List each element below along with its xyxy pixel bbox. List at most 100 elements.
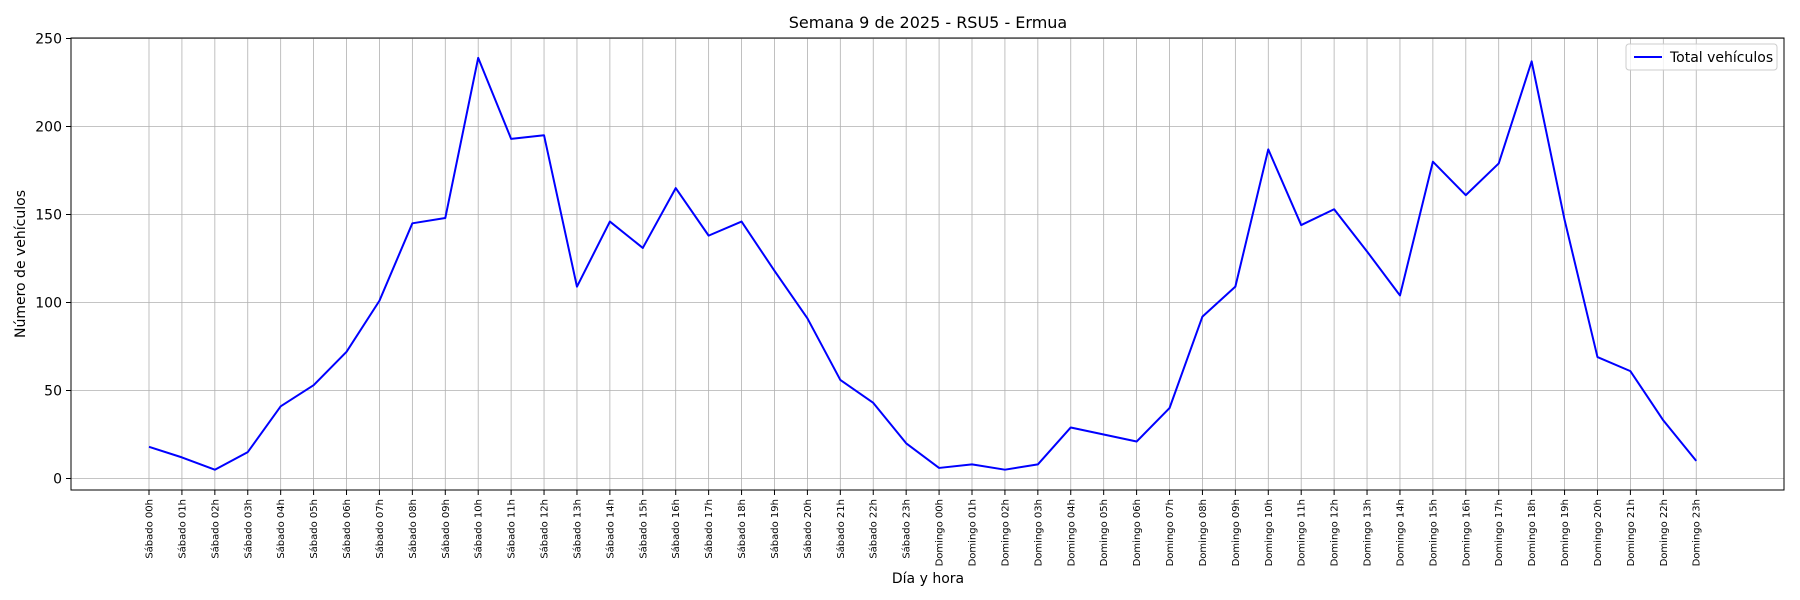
x-tick-label: Sábado 10h [473,499,485,559]
y-tick-label: 200 [35,120,62,136]
x-tick-label: Domingo 16h [1461,499,1472,566]
x-tick-label: Sábado 12h [539,499,551,559]
data-point [740,220,744,224]
y-tick-label: 100 [35,296,62,312]
y-tick-label: 250 [35,32,62,48]
data-point [542,133,546,137]
x-tick-label: Sábado 05h [308,499,320,559]
data-point [575,285,579,289]
y-axis: 0 50 100 150 200 250 [35,32,71,488]
series-layer [147,56,1698,472]
x-axis: Sábado 00h Sábado 01h Sábado 02h Sábado 03h… [144,490,1703,566]
x-tick-label: Sábado 08h [407,499,419,559]
x-tick-label: Domingo 05h [1099,499,1110,566]
x-axis-label: Día y hora [892,571,964,587]
data-point [1299,223,1303,227]
data-point [871,401,875,405]
x-tick-label: Sábado 02h [209,499,221,559]
x-tick-label: Sábado 09h [440,499,452,559]
x-tick-label: Sábado 13h [571,499,583,559]
x-tick-label: Domingo 02h [1000,499,1011,566]
x-tick-label: Domingo 18h [1527,499,1538,566]
x-tick-label: Domingo 09h [1231,499,1242,566]
x-tick-label: Sábado 15h [637,499,649,559]
x-tick-label: Domingo 06h [1132,499,1143,566]
x-tick-label: Sábado 19h [769,499,781,559]
x-tick-label: Sábado 06h [341,499,353,559]
data-point [1102,433,1106,437]
data-point [1069,425,1073,429]
x-tick-label: Domingo 23h [1692,499,1703,566]
data-point [279,404,283,408]
series-line [148,56,1698,471]
x-tick-label: Sábado 01h [176,499,188,559]
data-point [147,445,151,449]
data-point [1497,161,1501,165]
x-tick-label: Sábado 18h [736,499,748,559]
x-tick-label: Domingo 01h [968,499,979,566]
data-point [805,316,809,320]
data-point [1595,355,1599,359]
data-point [674,186,678,190]
data-point [1398,293,1402,297]
x-tick-label: Domingo 04h [1066,499,1077,566]
y-tick-label: 0 [53,472,62,488]
data-point [970,462,974,466]
data-point [1200,315,1204,319]
data-point [377,299,381,303]
y-tick-label: 150 [35,208,62,224]
data-point [1365,249,1369,253]
x-tick-label: Sábado 22h [868,499,880,559]
x-tick-label: Sábado 16h [670,499,682,559]
data-point [476,56,480,60]
x-tick-label: Sábado 11h [506,499,518,559]
x-tick-label: Domingo 13h [1363,499,1374,566]
data-point [312,383,316,387]
x-tick-label: Domingo 14h [1395,499,1406,566]
data-point [772,269,776,273]
data-point [1135,440,1139,444]
data-point [904,441,908,445]
legend: Total vehículos [1625,43,1778,71]
x-tick-label: Sábado 20h [802,499,814,559]
data-point [410,221,414,225]
x-tick-label: Sábado 14h [604,499,616,559]
data-point [608,220,612,224]
data-point [246,450,250,454]
y-axis-label: Número de vehículos [13,190,29,338]
data-point [1036,462,1040,466]
x-tick-label: Domingo 08h [1198,499,1209,566]
plot-frame [70,37,1785,491]
data-point [1003,468,1007,472]
x-tick-label: Domingo 11h [1297,499,1308,566]
data-point [509,137,513,141]
data-point [1431,160,1435,164]
x-tick-label: Domingo 00h [935,499,946,566]
x-tick-label: Domingo 22h [1659,499,1670,566]
data-point [937,466,941,470]
data-point [1464,193,1468,197]
data-point [838,378,842,382]
data-point [1168,406,1172,410]
data-point [213,468,217,472]
x-tick-label: Domingo 20h [1593,499,1604,566]
data-point [1233,285,1237,289]
data-point [1628,369,1632,373]
data-point [1266,147,1270,151]
data-point [345,350,349,354]
chart-title: Semana 9 de 2025 - RSU5 - Ermua [789,13,1067,32]
data-point [1563,218,1567,222]
data-point [1661,418,1665,422]
data-point [641,246,645,250]
data-point [1530,59,1534,63]
x-tick-label: Sábado 03h [242,499,254,559]
x-tick-label: Sábado 17h [703,499,715,559]
x-tick-label: Sábado 04h [275,499,287,559]
x-tick-label: Domingo 03h [1033,499,1044,566]
x-tick-label: Domingo 19h [1560,499,1571,566]
legend-label: Total vehículos [1669,50,1773,66]
x-tick-label: Sábado 00h [144,499,156,559]
data-point [1332,207,1336,211]
x-tick-label: Domingo 12h [1330,499,1341,566]
legend-box [1625,43,1778,71]
